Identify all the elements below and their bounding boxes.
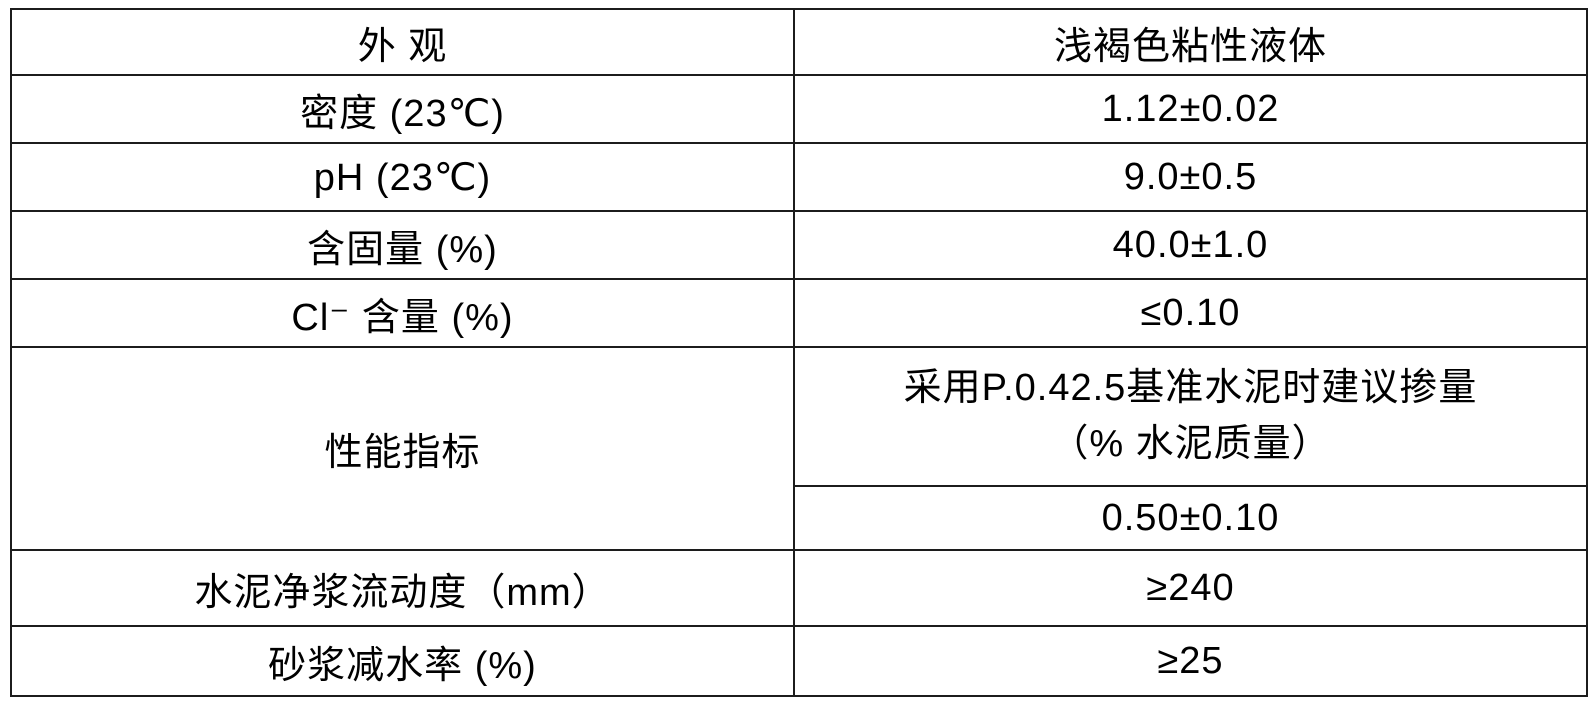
dosage-heading-line2: （% 水泥质量） <box>1050 422 1331 465</box>
table-row-performance-heading: 性能指标 采用P.0.42.5基准水泥时建议掺量 （% 水泥质量） <box>10 346 1588 551</box>
spec-label-ph: pH (23℃) <box>10 142 795 212</box>
spec-value-appearance: 浅褐色粘性液体 <box>793 8 1588 76</box>
spec-value-solid-content: 40.0±1.0 <box>793 210 1588 280</box>
spec-value-dosage-heading: 采用P.0.42.5基准水泥时建议掺量 （% 水泥质量） <box>793 346 1588 487</box>
table-row-density: 密度 (23℃) 1.12±0.02 <box>10 74 1588 144</box>
dosage-heading-line1: 采用P.0.42.5基准水泥时建议掺量 <box>903 367 1478 410</box>
spec-value-density: 1.12±0.02 <box>793 74 1588 144</box>
table-row-paste-fluidity: 水泥净浆流动度（mm） ≥240 <box>10 549 1588 627</box>
spec-label-solid-content: 含固量 (%) <box>10 210 795 280</box>
table-row-chloride-content: Cl⁻ 含量 (%) ≤0.10 <box>10 278 1588 348</box>
spec-value-dosage: 0.50±0.10 <box>793 485 1588 551</box>
spec-label-appearance: 外 观 <box>10 8 795 76</box>
table-row-solid-content: 含固量 (%) 40.0±1.0 <box>10 210 1588 280</box>
spec-value-mortar-water-reducing: ≥25 <box>793 625 1588 697</box>
product-spec-table: 外 观 浅褐色粘性液体 密度 (23℃) 1.12±0.02 pH (23℃) … <box>10 8 1588 697</box>
spec-value-ph: 9.0±0.5 <box>793 142 1588 212</box>
spec-label-density: 密度 (23℃) <box>10 74 795 144</box>
table-row-mortar-water-reducing: 砂浆减水率 (%) ≥25 <box>10 625 1588 697</box>
table-row-appearance: 外 观 浅褐色粘性液体 <box>10 8 1588 76</box>
spec-label-paste-fluidity: 水泥净浆流动度（mm） <box>10 549 795 627</box>
spec-label-performance-index: 性能指标 <box>10 346 795 551</box>
table-row-ph: pH (23℃) 9.0±0.5 <box>10 142 1588 212</box>
spec-value-chloride-content: ≤0.10 <box>793 278 1588 348</box>
table-row-performance-value: 0.50±0.10 <box>11 485 1588 551</box>
spec-value-paste-fluidity: ≥240 <box>793 549 1588 627</box>
spec-label-chloride-content: Cl⁻ 含量 (%) <box>10 278 795 348</box>
spec-label-mortar-water-reducing: 砂浆减水率 (%) <box>10 625 795 697</box>
